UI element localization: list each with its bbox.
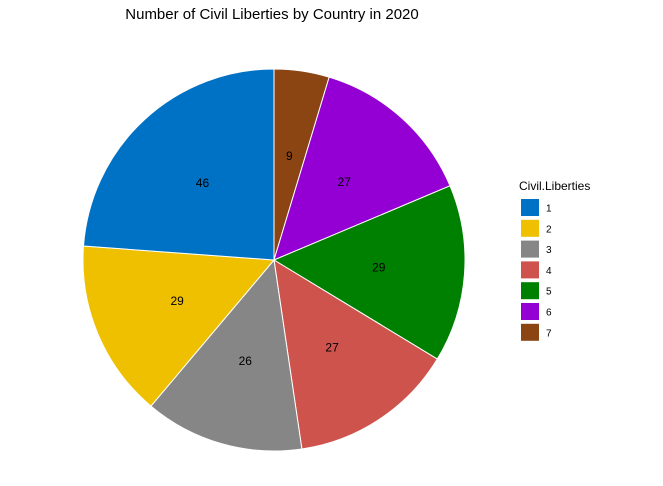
legend-label-5: 5 (546, 287, 552, 298)
pie-slice-6 (273, 76, 451, 261)
pie-slice-4 (273, 259, 438, 450)
legend-key-3 (521, 240, 539, 258)
pie-slice-value-label-2: 29 (171, 294, 185, 308)
legend-key-5 (521, 282, 539, 300)
pie-slice-value-label-4: 27 (325, 341, 339, 355)
legend-label-2: 2 (546, 224, 552, 235)
pie-slices (82, 68, 466, 452)
legend: Civil.Liberties 1 2 3 4 5 6 7 (519, 179, 590, 341)
pie-slice-value-label-1: 46 (196, 176, 210, 190)
legend-key-4 (521, 261, 539, 279)
pie-slice-labels: 9 27 29 27 26 29 46 (171, 149, 386, 368)
pie-slice-value-label-6: 27 (338, 175, 352, 189)
legend-label-4: 4 (546, 266, 552, 277)
legend-key-1 (521, 199, 539, 216)
chart-title: Number of Civil Liberties by Country in … (125, 6, 418, 23)
pie-slice-3 (150, 258, 303, 452)
legend-key-7 (521, 323, 539, 341)
pie-slice-value-label-5: 29 (372, 261, 386, 275)
legend-label-3: 3 (546, 245, 552, 256)
legend-label-1: 1 (546, 204, 552, 215)
legend-label-7: 7 (546, 328, 552, 339)
legend-key-2 (521, 219, 539, 237)
legend-title: Civil.Liberties (519, 179, 590, 193)
pie-slice-value-label-3: 26 (239, 354, 253, 368)
legend-label-6: 6 (546, 308, 552, 319)
pie-slice-5 (272, 185, 466, 360)
pie-slice-2 (82, 245, 276, 407)
pie-slice-value-label-7: 9 (286, 149, 293, 163)
pie-slice-1 (82, 68, 275, 261)
legend-key-6 (521, 303, 539, 320)
legend-items: 1 2 3 4 5 6 7 (521, 199, 552, 341)
